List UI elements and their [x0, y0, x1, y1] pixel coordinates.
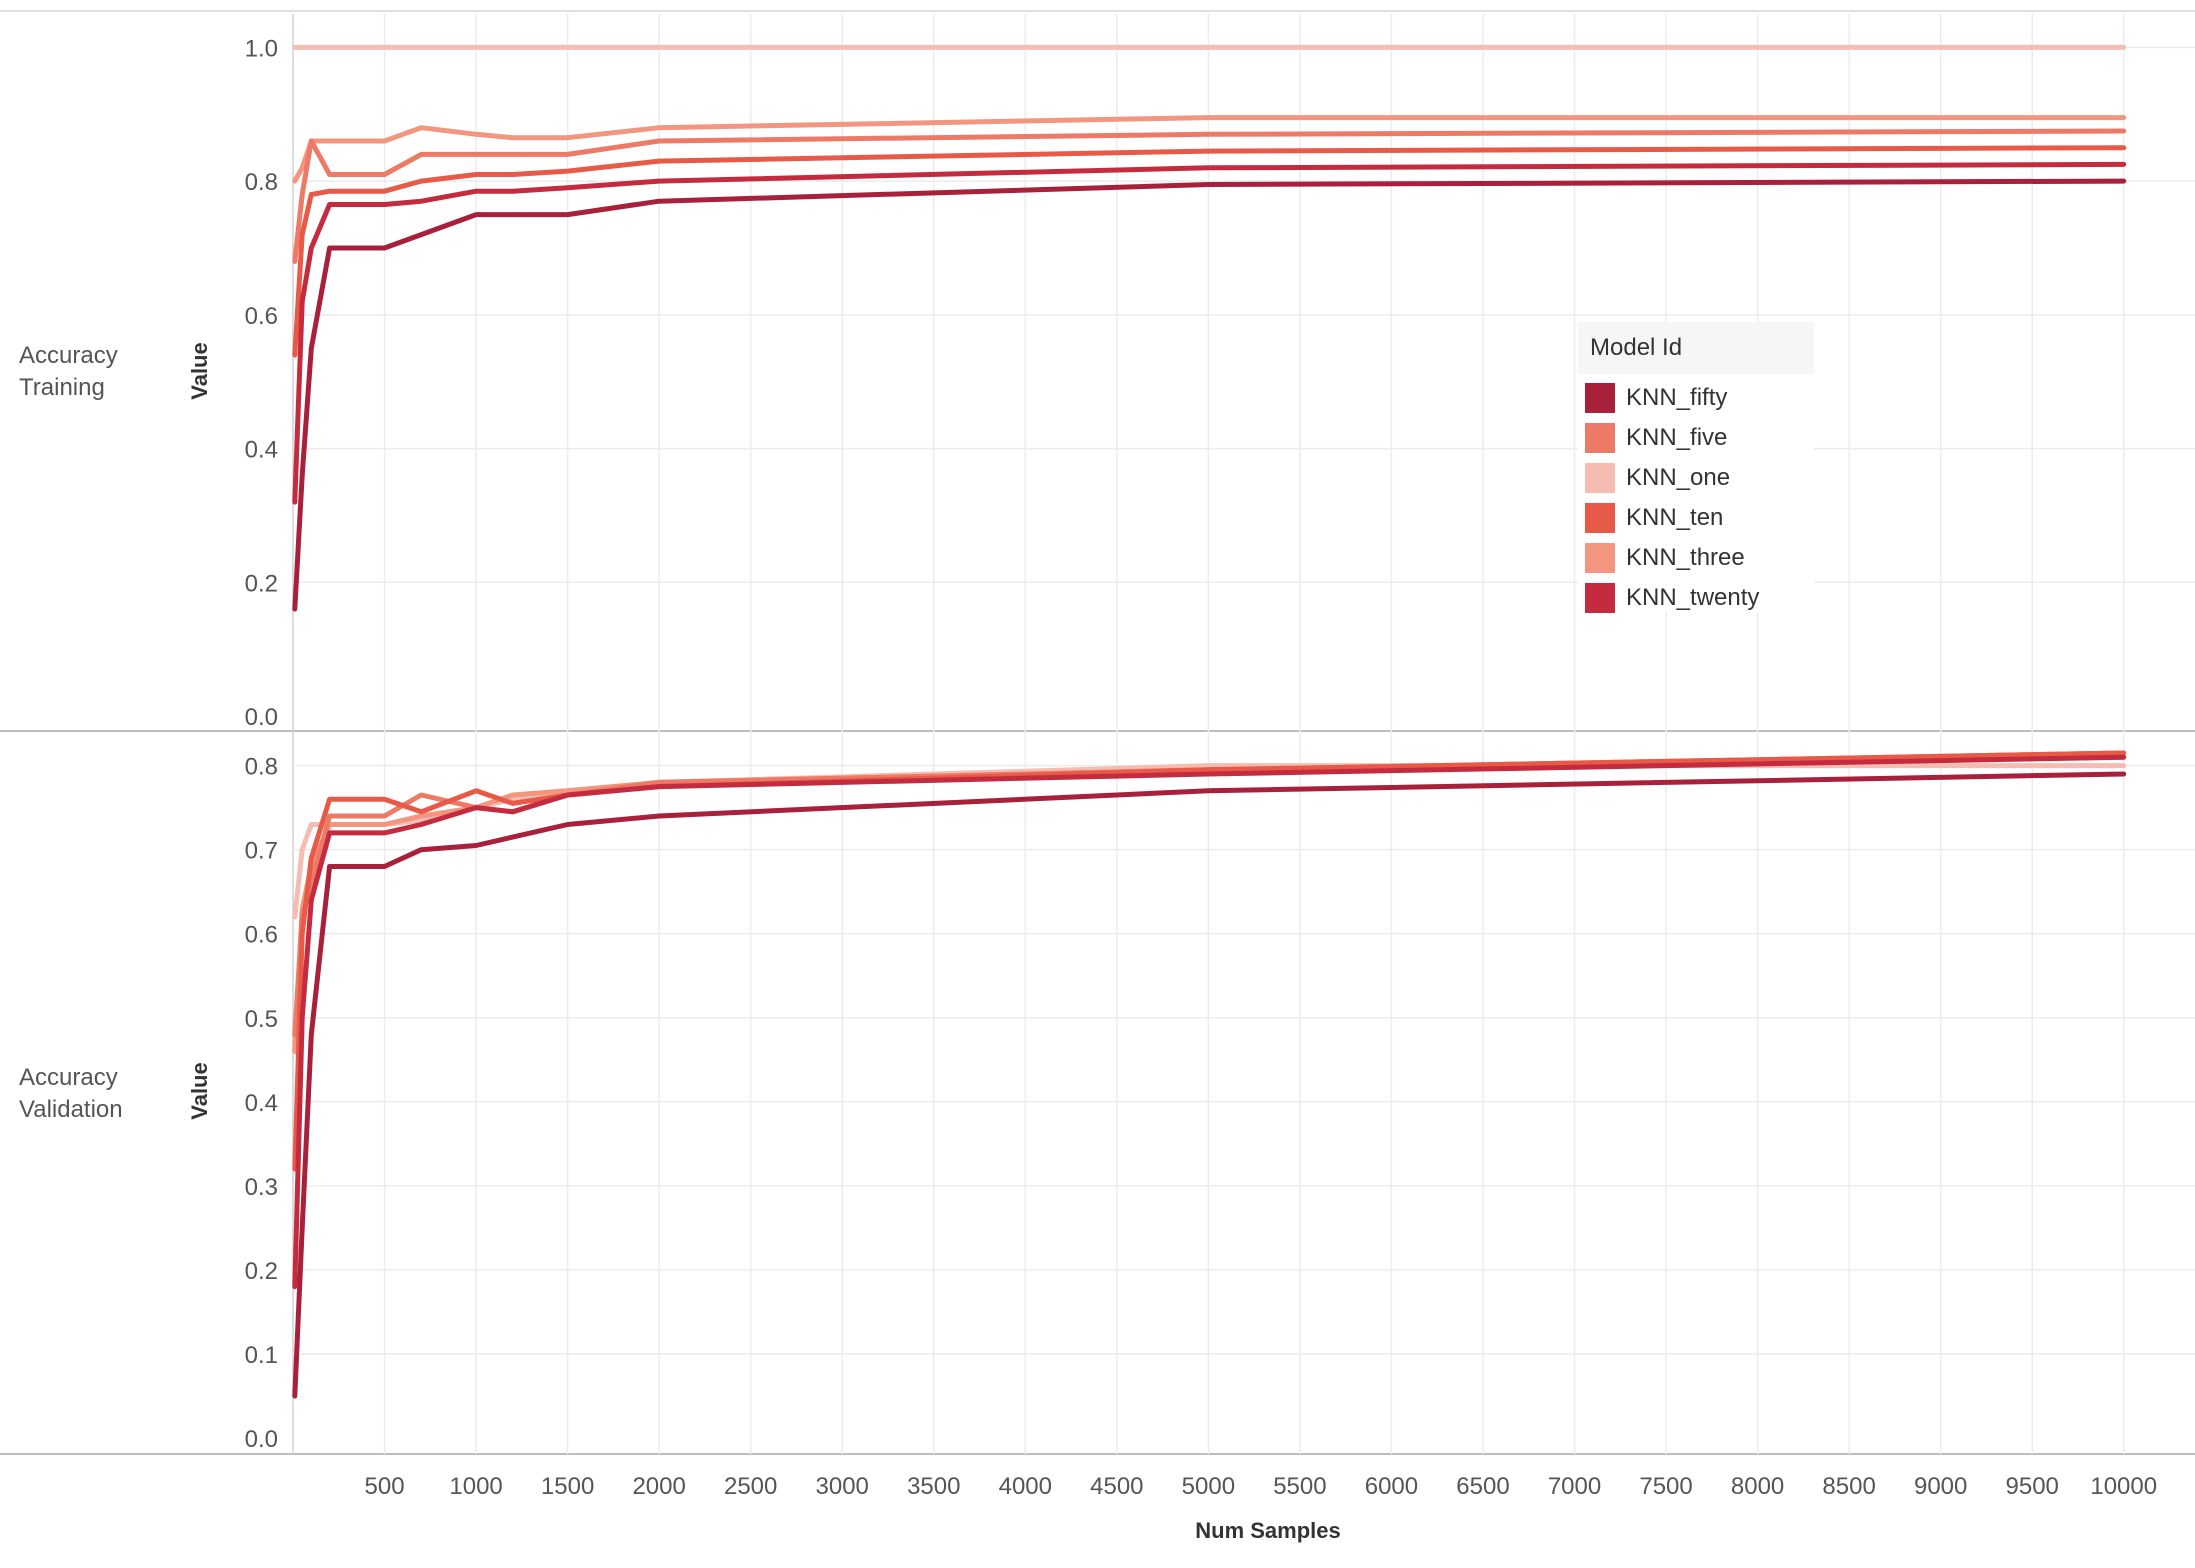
legend-item-KNN_ten[interactable]: KNN_ten: [1578, 498, 1814, 538]
y-tick-label-1-0.6: 0.6: [245, 922, 278, 949]
x-tick-label-6000: 6000: [1365, 1473, 1418, 1500]
legend-swatch: [1585, 503, 1615, 533]
row-label-training: Accuracy Training: [19, 342, 118, 401]
legend-swatch: [1585, 463, 1615, 493]
series-line-0-KNN_twenty: [292, 161, 2127, 505]
y-tick-label-1-0.7: 0.7: [245, 838, 278, 865]
row-label-validation: Accuracy Validation: [19, 1064, 123, 1123]
x-tick-label-1500: 1500: [541, 1473, 594, 1500]
y-tick-label-1-0.5: 0.5: [245, 1006, 278, 1033]
y-tick-label-1-0.0: 0.0: [245, 1426, 278, 1453]
legend-items: KNN_fifty KNN_five KNN_one KNN_ten KNN_three…: [1578, 374, 1814, 618]
y-tick-label-1-0.4: 0.4: [245, 1090, 278, 1117]
x-tick-label-2500: 2500: [724, 1473, 777, 1500]
legend-item-KNN_five[interactable]: KNN_five: [1578, 418, 1814, 458]
y-tick-label-0-0.4: 0.4: [245, 437, 278, 464]
legend-title: Model Id: [1578, 322, 1814, 374]
legend-swatch: [1585, 583, 1615, 613]
legend-item-KNN_fifty[interactable]: KNN_fifty: [1578, 378, 1814, 418]
legend-item-KNN_one[interactable]: KNN_one: [1578, 458, 1814, 498]
legend-label: KNN_fifty: [1626, 384, 1728, 411]
x-tick-label-5500: 5500: [1273, 1473, 1326, 1500]
series-line-0-KNN_five: [292, 128, 2127, 264]
x-tick-label-1000: 1000: [449, 1473, 502, 1500]
x-tick-label-6500: 6500: [1456, 1473, 1509, 1500]
legend-swatch: [1585, 543, 1615, 573]
x-tick-label-7000: 7000: [1548, 1473, 1601, 1500]
y-tick-label-0-1.0: 1.0: [245, 35, 278, 62]
y-tick-label-1-0.2: 0.2: [245, 1258, 278, 1285]
x-tick-label-2000: 2000: [632, 1473, 685, 1500]
y-tick-label-0-0.6: 0.6: [245, 303, 278, 330]
y-tick-label-1-0.8: 0.8: [245, 754, 278, 781]
series-line-1-KNN_fifty: [292, 771, 2127, 1399]
series-line-0-KNN_ten: [292, 145, 2127, 358]
y-axis-title-training: Value: [187, 342, 212, 400]
legend-label: KNN_one: [1626, 464, 1731, 491]
series-line-1-KNN_twenty: [292, 754, 2127, 1290]
legend-label: KNN_five: [1626, 424, 1728, 451]
x-tick-label-4000: 4000: [999, 1473, 1052, 1500]
legend-label: KNN_twenty: [1626, 584, 1760, 611]
y-tick-label-0-0.2: 0.2: [245, 570, 278, 597]
y-tick-label-1-0.1: 0.1: [245, 1342, 278, 1369]
series-line-0-KNN_fifty: [292, 178, 2127, 612]
x-axis-title: Num Samples: [1195, 1518, 1341, 1543]
legend-label: KNN_ten: [1626, 504, 1724, 531]
legend-swatch: [1585, 383, 1615, 413]
x-tick-label-500: 500: [365, 1473, 405, 1500]
x-tick-label-5000: 5000: [1182, 1473, 1235, 1500]
y-axis-title-validation: Value: [187, 1062, 212, 1120]
x-tick-label-10000: 10000: [2090, 1473, 2157, 1500]
legend-item-KNN_three[interactable]: KNN_three: [1578, 538, 1814, 578]
x-tick-label-4500: 4500: [1090, 1473, 1143, 1500]
x-tick-label-8500: 8500: [1822, 1473, 1875, 1500]
legend-label: KNN_three: [1626, 544, 1745, 571]
x-tick-label-3500: 3500: [907, 1473, 960, 1500]
x-tick-label-9000: 9000: [1914, 1473, 1967, 1500]
x-tick-label-9500: 9500: [2006, 1473, 2059, 1500]
legend-swatch: [1585, 423, 1615, 453]
y-tick-label-1-0.3: 0.3: [245, 1174, 278, 1201]
x-tick-label-8000: 8000: [1731, 1473, 1784, 1500]
x-tick-label-7500: 7500: [1639, 1473, 1692, 1500]
y-tick-label-0-0.8: 0.8: [245, 169, 278, 196]
x-tick-label-3000: 3000: [816, 1473, 869, 1500]
legend[interactable]: Model Id KNN_fifty KNN_five KNN_one KNN_ten…: [1578, 322, 1814, 613]
legend-item-KNN_twenty[interactable]: KNN_twenty: [1578, 578, 1814, 618]
y-tick-label-0-0.0: 0.0: [245, 704, 278, 731]
